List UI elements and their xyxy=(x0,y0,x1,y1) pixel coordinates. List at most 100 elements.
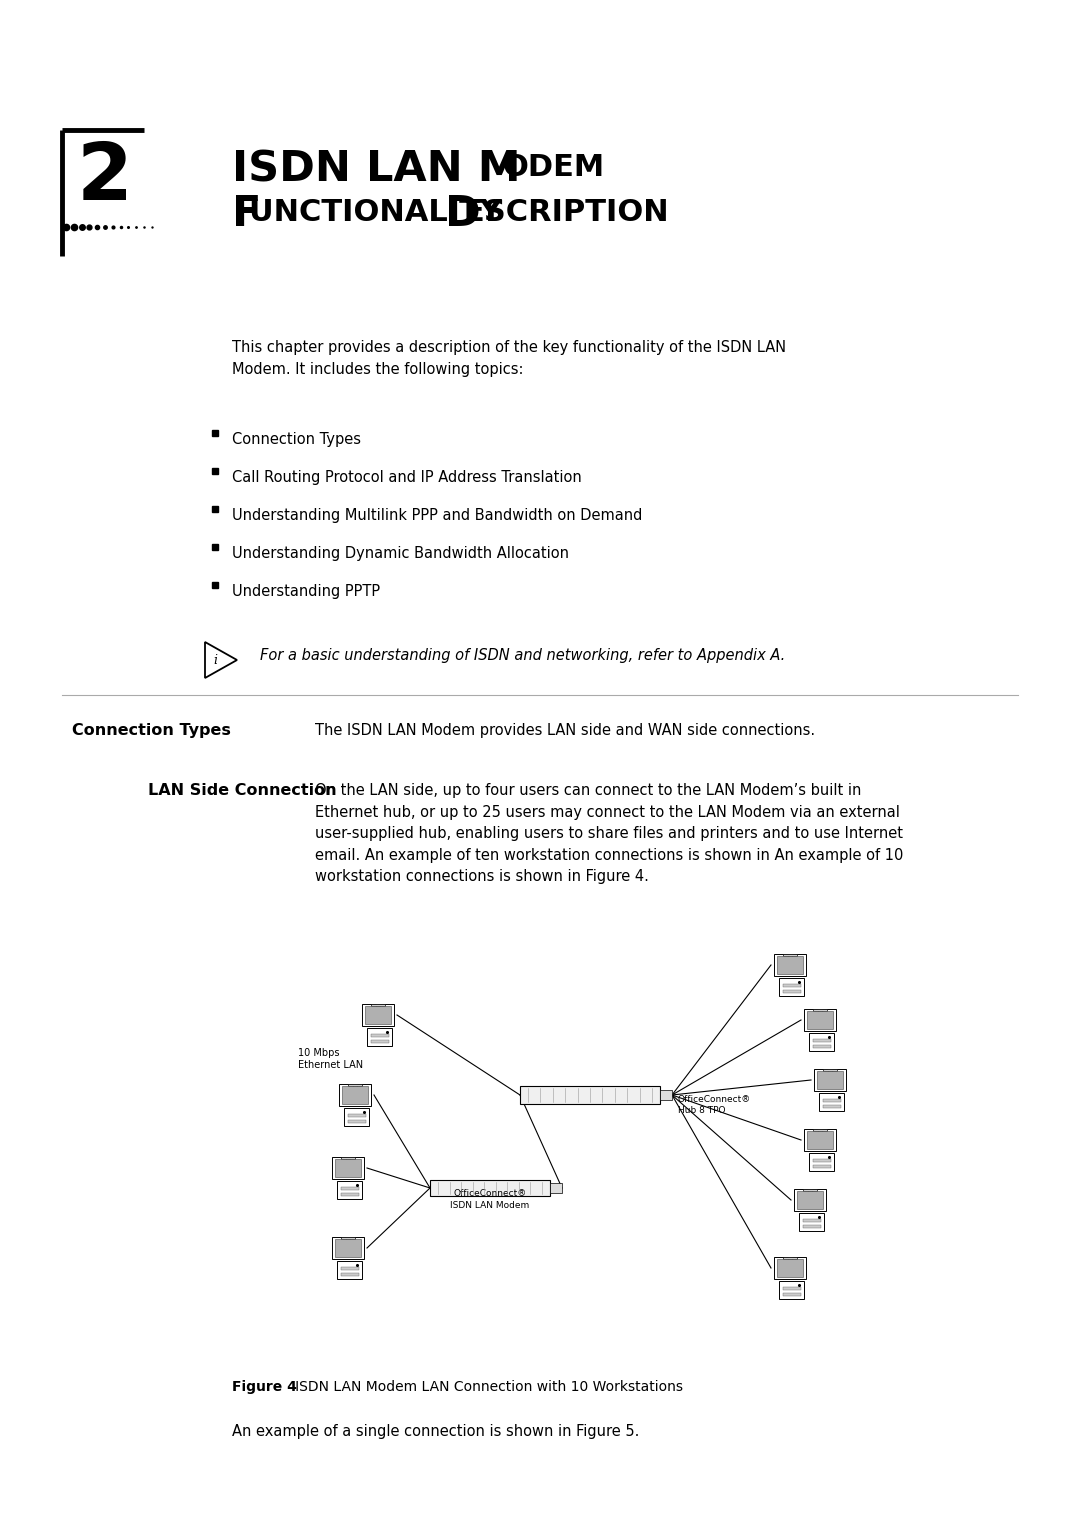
Bar xyxy=(823,1068,837,1071)
Bar xyxy=(818,1129,823,1132)
Bar xyxy=(212,544,218,550)
Bar xyxy=(367,1028,392,1047)
Bar xyxy=(808,1189,812,1193)
Bar xyxy=(346,1157,351,1161)
Bar xyxy=(774,953,806,976)
Bar xyxy=(212,468,218,474)
Text: F: F xyxy=(232,193,261,235)
Bar xyxy=(342,1086,368,1105)
Bar xyxy=(812,1008,827,1012)
Bar xyxy=(809,1154,834,1170)
Bar xyxy=(797,1190,823,1209)
Bar xyxy=(805,1129,836,1152)
Bar xyxy=(802,1219,821,1222)
Text: LAN Side Connection: LAN Side Connection xyxy=(148,782,337,798)
Bar xyxy=(340,1187,359,1190)
Bar xyxy=(812,1039,831,1042)
Bar xyxy=(660,1089,672,1100)
Bar xyxy=(340,1157,355,1158)
Bar xyxy=(820,1093,843,1111)
Bar xyxy=(337,1261,362,1279)
Bar xyxy=(812,1164,831,1167)
Bar xyxy=(780,1280,804,1299)
Bar xyxy=(809,1033,834,1051)
Text: An example of a single connection is shown in Figure 5.: An example of a single connection is sho… xyxy=(232,1424,639,1439)
Bar xyxy=(823,1099,840,1102)
Text: ISDN LAN M: ISDN LAN M xyxy=(232,148,521,189)
Text: For a basic understanding of ISDN and networking, refer to Appendix A.: For a basic understanding of ISDN and ne… xyxy=(260,648,785,663)
Bar xyxy=(777,1259,804,1277)
Bar xyxy=(807,1131,833,1149)
Bar xyxy=(340,1273,359,1276)
Bar xyxy=(774,1256,806,1279)
Bar xyxy=(340,1192,359,1196)
Bar xyxy=(812,1129,827,1131)
Bar xyxy=(363,1004,393,1027)
Text: i: i xyxy=(213,654,217,666)
Bar xyxy=(787,1256,793,1261)
Bar xyxy=(814,1068,846,1091)
Bar xyxy=(337,1181,362,1199)
Bar xyxy=(783,1256,797,1259)
Bar xyxy=(780,978,804,996)
Bar xyxy=(807,1012,833,1028)
Bar xyxy=(365,1005,391,1024)
Bar xyxy=(816,1071,843,1089)
Bar xyxy=(430,1180,550,1196)
Text: Understanding PPTP: Understanding PPTP xyxy=(232,584,380,599)
Bar xyxy=(783,953,797,957)
Bar xyxy=(783,984,800,987)
Text: Connection Types: Connection Types xyxy=(72,723,231,738)
Bar xyxy=(335,1158,361,1177)
Text: Call Routing Protocol and IP Address Translation: Call Routing Protocol and IP Address Tra… xyxy=(232,471,582,484)
Text: 2: 2 xyxy=(77,139,133,217)
Bar xyxy=(812,1045,831,1048)
Text: ISDN LAN Modem LAN Connection with 10 Workstations: ISDN LAN Modem LAN Connection with 10 Wo… xyxy=(282,1380,683,1394)
Bar xyxy=(212,582,218,588)
Text: 10 Mbps
Ethernet LAN: 10 Mbps Ethernet LAN xyxy=(298,1048,363,1070)
Bar xyxy=(376,1004,380,1007)
Bar xyxy=(333,1157,364,1180)
Bar xyxy=(777,957,804,973)
Bar xyxy=(333,1236,364,1259)
Bar xyxy=(783,1293,800,1296)
Bar xyxy=(348,1120,366,1123)
Text: ODEM: ODEM xyxy=(502,153,604,182)
Text: OfficeConnect®
ISDN LAN Modem: OfficeConnect® ISDN LAN Modem xyxy=(450,1189,529,1210)
Bar xyxy=(339,1083,370,1106)
Bar xyxy=(795,1189,825,1212)
Text: OfficeConnect®
Hub 8 TPO: OfficeConnect® Hub 8 TPO xyxy=(678,1094,752,1115)
Bar xyxy=(345,1108,369,1126)
Bar xyxy=(805,1008,836,1031)
Bar xyxy=(783,1287,800,1290)
Text: Connection Types: Connection Types xyxy=(232,432,361,448)
Bar xyxy=(340,1267,359,1270)
Bar xyxy=(340,1236,355,1239)
Bar xyxy=(812,1158,831,1163)
Text: On the LAN side, up to four users can connect to the LAN Modem’s built in
Ethern: On the LAN side, up to four users can co… xyxy=(315,782,903,885)
Bar xyxy=(818,1008,823,1013)
Bar xyxy=(550,1183,562,1193)
Bar xyxy=(799,1213,824,1232)
Text: Figure 4: Figure 4 xyxy=(232,1380,297,1394)
Text: This chapter provides a description of the key functionality of the ISDN LAN
Mod: This chapter provides a description of t… xyxy=(232,341,786,376)
Bar xyxy=(519,1086,660,1105)
Text: D: D xyxy=(445,193,481,235)
Bar xyxy=(348,1083,363,1086)
Bar xyxy=(212,506,218,512)
Text: The ISDN LAN Modem provides LAN side and WAN side connections.: The ISDN LAN Modem provides LAN side and… xyxy=(315,723,815,738)
Bar xyxy=(802,1189,818,1190)
Bar xyxy=(787,953,793,958)
Bar xyxy=(346,1236,351,1241)
Bar xyxy=(827,1068,833,1073)
Bar xyxy=(783,990,800,993)
Text: UNCTIONALITY: UNCTIONALITY xyxy=(249,199,513,228)
Bar xyxy=(823,1105,840,1108)
Bar xyxy=(335,1239,361,1258)
Text: Understanding Multilink PPP and Bandwidth on Demand: Understanding Multilink PPP and Bandwidt… xyxy=(232,507,643,523)
Text: Understanding Dynamic Bandwidth Allocation: Understanding Dynamic Bandwidth Allocati… xyxy=(232,545,569,561)
Bar xyxy=(370,1039,389,1044)
Bar xyxy=(370,1034,389,1038)
Bar xyxy=(348,1114,366,1117)
Bar xyxy=(352,1083,357,1088)
